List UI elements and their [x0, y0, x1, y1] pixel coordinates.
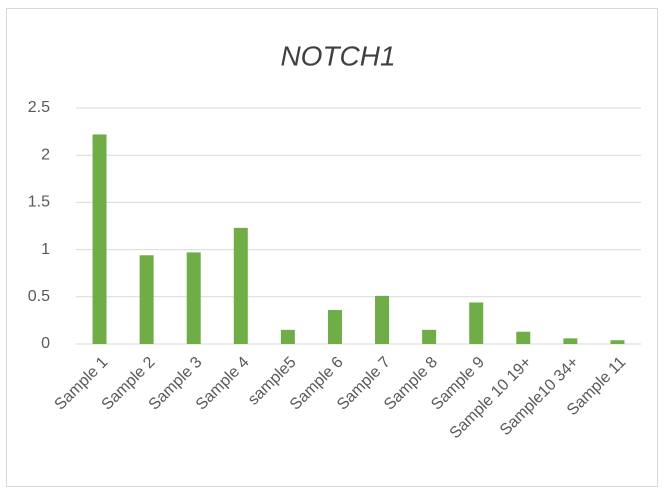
- chart-title: NOTCH1: [280, 40, 395, 71]
- y-tick-label: 1.5: [28, 194, 50, 211]
- bar: [233, 227, 248, 344]
- bar: [422, 329, 437, 344]
- bar: [280, 329, 295, 344]
- bar: [516, 331, 531, 344]
- bar: [610, 340, 625, 344]
- y-tick-label: 0: [41, 335, 50, 352]
- chart-border: [6, 8, 658, 487]
- y-tick-label: 2.5: [28, 99, 50, 116]
- bar: [186, 252, 201, 344]
- bar: [327, 310, 342, 344]
- bar: [375, 295, 390, 344]
- y-tick-label: 0.5: [28, 288, 50, 305]
- y-tick-label: 1: [41, 241, 50, 258]
- bar: [92, 134, 107, 344]
- bar: [139, 255, 154, 344]
- bar: [469, 302, 484, 344]
- bar: [563, 338, 578, 344]
- y-tick-label: 2: [41, 146, 50, 163]
